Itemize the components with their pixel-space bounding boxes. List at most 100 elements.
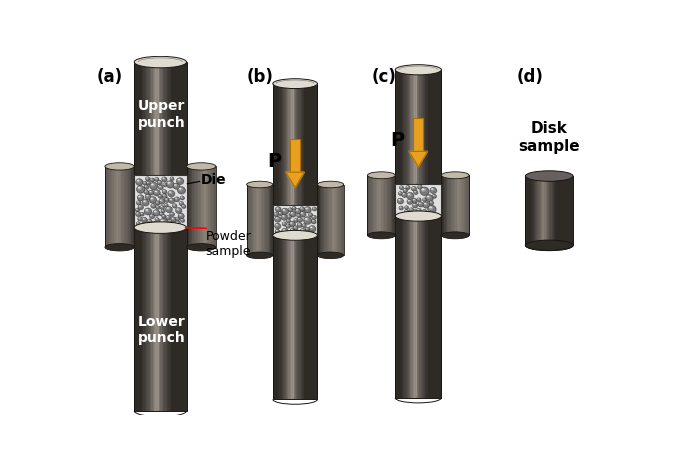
Ellipse shape <box>309 226 316 232</box>
Bar <box>180 62 182 178</box>
Ellipse shape <box>408 199 413 205</box>
Bar <box>293 235 294 399</box>
Bar <box>424 216 425 398</box>
Bar <box>202 166 205 247</box>
Bar <box>382 175 383 235</box>
Bar <box>564 176 565 245</box>
Ellipse shape <box>417 209 420 211</box>
Ellipse shape <box>417 209 422 213</box>
Ellipse shape <box>293 207 294 208</box>
Ellipse shape <box>295 231 300 234</box>
Bar <box>314 235 315 399</box>
Ellipse shape <box>159 195 161 197</box>
Ellipse shape <box>168 191 172 194</box>
Ellipse shape <box>148 219 150 221</box>
Ellipse shape <box>169 192 171 193</box>
Ellipse shape <box>167 207 169 209</box>
Bar <box>410 70 412 184</box>
Ellipse shape <box>163 183 166 185</box>
Bar <box>151 62 153 178</box>
Ellipse shape <box>166 215 171 220</box>
Ellipse shape <box>294 226 297 228</box>
Ellipse shape <box>398 192 402 195</box>
Bar <box>159 62 161 178</box>
Ellipse shape <box>413 210 418 214</box>
Ellipse shape <box>430 201 432 203</box>
Bar <box>409 70 410 184</box>
Bar <box>304 83 306 208</box>
Ellipse shape <box>300 212 306 218</box>
Bar <box>434 216 435 398</box>
Bar <box>213 166 215 247</box>
Ellipse shape <box>168 221 174 227</box>
Bar <box>210 166 212 247</box>
Ellipse shape <box>417 209 419 210</box>
Bar <box>280 83 281 208</box>
Ellipse shape <box>176 218 179 219</box>
Ellipse shape <box>275 229 280 233</box>
Bar <box>407 70 408 184</box>
Ellipse shape <box>414 190 418 194</box>
Ellipse shape <box>165 204 166 205</box>
Bar <box>460 175 461 235</box>
Bar <box>302 83 303 208</box>
Ellipse shape <box>275 206 281 212</box>
Ellipse shape <box>402 193 406 195</box>
Ellipse shape <box>294 219 297 221</box>
Bar <box>140 62 141 178</box>
Bar <box>384 175 386 235</box>
Ellipse shape <box>142 217 147 222</box>
Ellipse shape <box>441 172 469 179</box>
Ellipse shape <box>312 220 315 222</box>
Bar <box>342 185 344 255</box>
Ellipse shape <box>160 212 164 216</box>
Ellipse shape <box>179 214 185 219</box>
Ellipse shape <box>168 222 170 223</box>
Text: (a): (a) <box>96 68 122 86</box>
Ellipse shape <box>137 186 146 194</box>
Ellipse shape <box>424 203 426 204</box>
Bar <box>135 227 137 411</box>
Text: (c): (c) <box>372 68 397 86</box>
Ellipse shape <box>423 203 428 206</box>
Bar <box>339 185 340 255</box>
Ellipse shape <box>170 199 172 200</box>
Bar <box>286 83 288 208</box>
Bar <box>434 70 435 184</box>
Bar <box>447 175 449 235</box>
Ellipse shape <box>289 221 295 227</box>
Ellipse shape <box>140 212 144 216</box>
Ellipse shape <box>147 182 148 183</box>
Ellipse shape <box>408 200 411 202</box>
Ellipse shape <box>159 195 160 196</box>
Bar <box>263 185 265 255</box>
Ellipse shape <box>399 192 401 194</box>
Ellipse shape <box>308 213 313 217</box>
Ellipse shape <box>163 194 166 197</box>
Ellipse shape <box>432 195 435 197</box>
Bar <box>277 83 279 208</box>
Bar <box>458 175 460 235</box>
Ellipse shape <box>399 186 404 190</box>
Ellipse shape <box>168 191 175 197</box>
Bar <box>277 235 279 399</box>
Ellipse shape <box>397 198 404 204</box>
Bar <box>112 166 114 247</box>
Bar <box>147 62 149 178</box>
Bar <box>305 235 306 399</box>
Bar <box>298 235 300 399</box>
Bar <box>559 176 560 245</box>
Bar <box>284 235 285 399</box>
Ellipse shape <box>143 181 147 185</box>
Ellipse shape <box>304 207 312 213</box>
Ellipse shape <box>398 199 402 202</box>
Bar <box>408 216 410 398</box>
Ellipse shape <box>138 187 141 189</box>
Bar <box>144 227 145 411</box>
Ellipse shape <box>163 190 166 192</box>
Bar <box>369 175 371 235</box>
Bar <box>565 176 566 245</box>
Bar <box>209 166 211 247</box>
Ellipse shape <box>317 181 343 188</box>
Bar <box>326 185 327 255</box>
